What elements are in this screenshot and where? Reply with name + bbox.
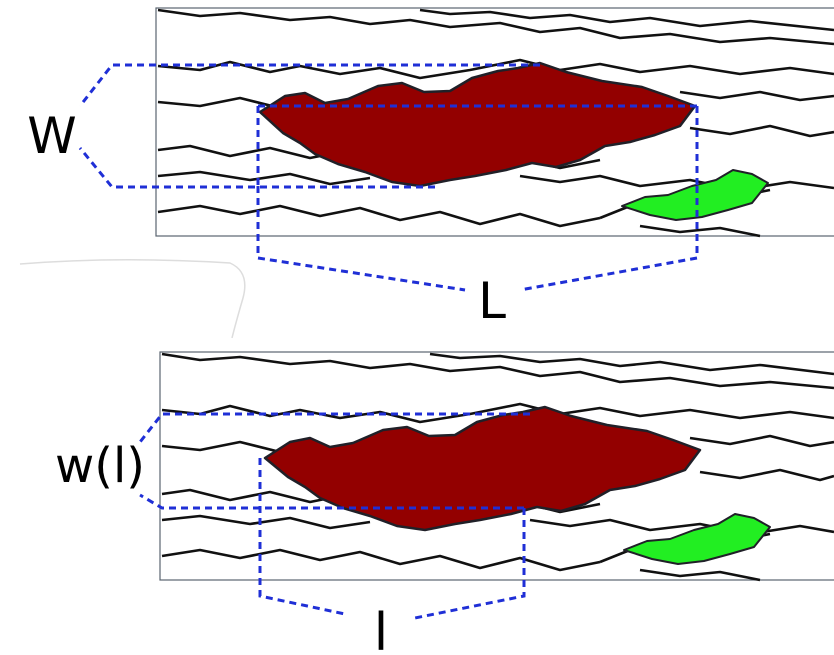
- bottom-large-cluster: [263, 405, 702, 532]
- top-panel: W L: [27, 7, 834, 330]
- divider-scribble: [19, 258, 246, 339]
- bottom-small-cluster: [623, 513, 771, 565]
- width-label-w-of-l: w(l): [55, 438, 145, 494]
- width-label-W: W: [27, 107, 76, 165]
- bottom-length-bracket: [258, 458, 526, 620]
- top-large-cluster: [258, 61, 697, 188]
- top-crack-network: [157, 8, 834, 238]
- top-small-cluster: [621, 169, 769, 221]
- length-label-l: l: [374, 603, 388, 655]
- bottom-width-bracket: [138, 412, 530, 510]
- length-label-L: L: [478, 272, 506, 330]
- top-length-bracket: [256, 104, 699, 292]
- bottom-panel: w(l) l: [55, 351, 834, 655]
- top-width-bracket: [78, 63, 540, 189]
